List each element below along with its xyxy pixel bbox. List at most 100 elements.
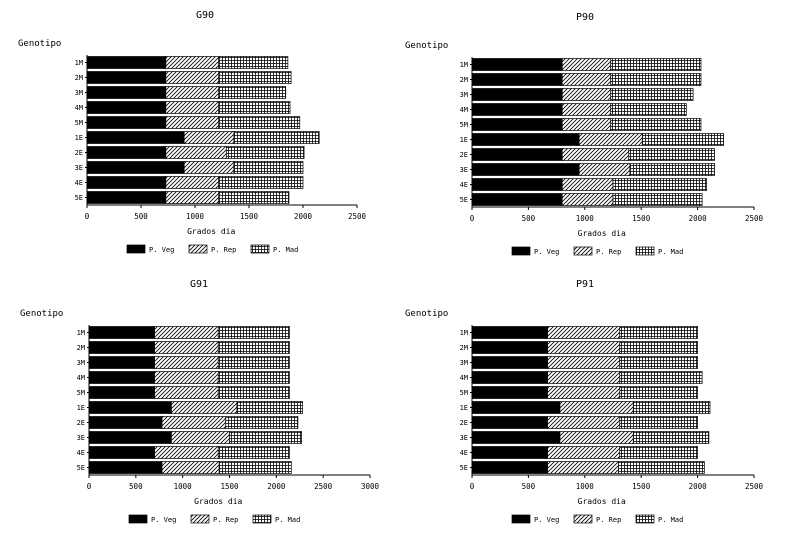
category-label: 1M [77, 329, 85, 337]
bar-p-veg-1e [88, 401, 172, 414]
bar-p-rep-4e [154, 446, 219, 459]
category-label: 3M [77, 359, 85, 367]
legend: P. Veg P. Rep P. Mad [511, 514, 683, 524]
category-label: 3E [460, 434, 468, 442]
bar-p-rep-4m [165, 101, 220, 114]
bar-p-veg-2m [471, 73, 563, 86]
category-label: 4M [75, 104, 83, 112]
x-tick-label: 1000 [186, 212, 205, 221]
bar-p-rep-2e [547, 416, 621, 429]
category-label: 2M [460, 344, 468, 352]
x-axis-label: Grados dia [194, 497, 242, 506]
bar-p-rep-1m [547, 326, 621, 339]
x-axis-label: Grados dia [578, 229, 626, 238]
bar-p-veg-5e [86, 191, 167, 204]
legend-swatch-p-veg [126, 244, 146, 254]
bar-p-veg-2m [88, 341, 155, 354]
legend-label-p-mad: P. Mad [273, 246, 298, 254]
legend-label-p-mad: P. Mad [275, 516, 300, 524]
bar-p-mad-3m [610, 88, 694, 101]
legend-label-p-veg: P. Veg [534, 516, 559, 524]
category-label: 1M [460, 61, 468, 69]
legend-label-p-rep: P. Rep [596, 248, 621, 256]
bar-p-veg-4m [88, 371, 155, 384]
bar-p-mad-3e [229, 431, 302, 444]
category-label: 5M [460, 389, 468, 397]
bar-p-veg-3m [471, 356, 548, 369]
bar-p-rep-1m [561, 58, 612, 71]
legend-swatch-p-rep [190, 514, 210, 524]
bar-p-mad-2m [218, 71, 292, 84]
bar-p-rep-3m [547, 356, 621, 369]
bar-p-veg-3e [471, 431, 561, 444]
legend: P. Veg P. Rep P. Mad [511, 246, 683, 256]
bar-p-rep-4e [165, 176, 220, 189]
bar-p-rep-1m [154, 326, 219, 339]
bar-p-veg-4e [471, 178, 563, 191]
x-tick-label: 500 [522, 482, 536, 491]
bar-p-mad-5e [218, 191, 290, 204]
x-tick-label: 2000 [689, 482, 708, 491]
bar-p-veg-2e [86, 146, 167, 159]
legend-label-p-rep: P. Rep [213, 516, 238, 524]
x-tick-label: 1500 [632, 482, 651, 491]
bar-p-mad-2e [225, 416, 299, 429]
bar-p-mad-3m [217, 356, 290, 369]
category-label: 3M [460, 359, 468, 367]
bar-p-mad-1m [610, 58, 702, 71]
category-label: 5M [75, 119, 83, 127]
bar-p-rep-3e [171, 431, 230, 444]
bar-p-veg-5m [471, 118, 563, 131]
category-label: 4E [460, 449, 468, 457]
x-tick-label: 0 [87, 482, 92, 491]
bar-p-mad-4e [217, 446, 290, 459]
bar-p-mad-4e [218, 176, 304, 189]
legend: P. Veg P. Rep P. Mad [128, 514, 300, 524]
category-label: 2M [77, 344, 85, 352]
category-label: 3E [77, 434, 85, 442]
bar-p-veg-1m [88, 326, 155, 339]
bar-p-veg-2e [471, 416, 548, 429]
bar-p-rep-5e [165, 191, 220, 204]
legend-swatch-p-mad [250, 244, 270, 254]
chart-p91: P91 Genotipo 1M 2M 3M 4M 5M 1E 2E 3E 4E 5E 0 500 1000 1… [405, 279, 764, 524]
x-tick-label: 500 [134, 212, 148, 221]
bar-p-veg-4e [471, 446, 548, 459]
bar-p-mad-1e [236, 401, 303, 414]
bar-p-veg-5e [471, 461, 548, 474]
chart-title: P91 [576, 279, 594, 290]
bar-p-mad-3m [619, 356, 698, 369]
bar-p-veg-3e [88, 431, 172, 444]
bar-p-veg-1e [471, 133, 580, 146]
bar-p-rep-5e [547, 461, 619, 474]
bar-p-veg-3m [471, 88, 563, 101]
category-label: 2E [77, 419, 85, 427]
bar-p-mad-3m [218, 86, 287, 99]
x-tick-label: 0 [470, 214, 475, 223]
bar-p-rep-2m [561, 73, 612, 86]
legend-swatch-p-mad [635, 246, 655, 256]
bar-p-rep-4m [547, 371, 621, 384]
bar-p-mad-1e [233, 131, 320, 144]
bar-p-veg-4m [471, 371, 548, 384]
bar-p-mad-4m [217, 371, 290, 384]
bar-p-mad-5m [218, 116, 301, 129]
category-label: 4E [75, 179, 83, 187]
bar-p-mad-3e [632, 431, 710, 444]
bar-p-veg-4e [86, 176, 167, 189]
bar-p-veg-2m [471, 341, 548, 354]
category-label: 4M [460, 106, 468, 114]
bar-p-rep-2m [547, 341, 621, 354]
legend-swatch-p-rep [573, 514, 593, 524]
bar-p-mad-4m [218, 101, 291, 114]
bar-p-veg-4m [471, 103, 563, 116]
bar-p-mad-5m [610, 118, 702, 131]
x-tick-label: 2500 [745, 482, 764, 491]
category-label: 2M [75, 74, 83, 82]
legend-swatch-p-mad [252, 514, 272, 524]
x-tick-label: 2500 [314, 482, 333, 491]
x-tick-label: 3000 [361, 482, 380, 491]
category-label: 5M [460, 121, 468, 129]
bar-p-mad-5e [218, 461, 292, 474]
